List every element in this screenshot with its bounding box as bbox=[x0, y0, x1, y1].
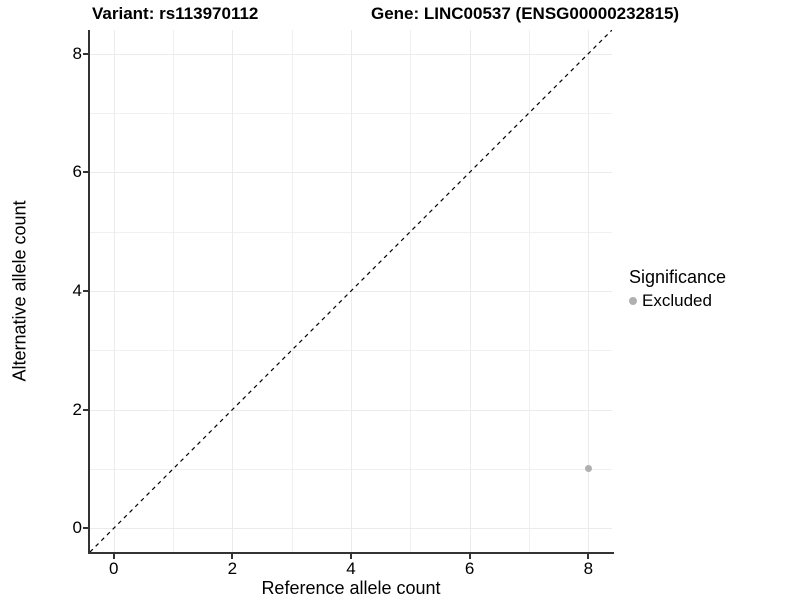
y-tick-mark bbox=[83, 52, 88, 55]
y-tick-mark bbox=[83, 527, 88, 530]
x-tick-label-2: 2 bbox=[227, 559, 238, 578]
y-tick-label-4: 4 bbox=[72, 281, 82, 300]
x-tick-mark bbox=[112, 554, 115, 559]
plot-title-gene: Gene: LINC00537 (ENSG00000232815) bbox=[371, 4, 680, 23]
legend-title: Significance bbox=[629, 267, 727, 287]
x-tick-mark bbox=[350, 554, 352, 559]
legend-item-label: Excluded bbox=[642, 291, 712, 310]
x-tick-mark bbox=[587, 554, 590, 559]
y-axis-title: Alternative allele count bbox=[9, 200, 30, 382]
y-tick-label-2: 2 bbox=[72, 399, 82, 419]
y-axis-line bbox=[88, 30, 90, 554]
identity-reference-line bbox=[90, 30, 612, 552]
y-tick-mark bbox=[83, 171, 88, 174]
x-tick-label-4: 4 bbox=[346, 559, 356, 578]
excluded-point-icon bbox=[629, 297, 637, 305]
data-point-excluded bbox=[584, 465, 592, 473]
x-axis-title: Reference allele count bbox=[261, 578, 441, 598]
plot-panel bbox=[90, 30, 612, 552]
x-tick-label-8: 8 bbox=[583, 559, 594, 578]
legend-item-excluded: Excluded bbox=[629, 291, 726, 311]
x-tick-mark bbox=[468, 554, 471, 559]
legend: Significance Excluded bbox=[629, 267, 726, 311]
x-tick-label-0: 0 bbox=[108, 559, 119, 578]
gridline bbox=[90, 172, 612, 174]
y-tick-mark bbox=[83, 408, 88, 411]
gridline bbox=[90, 53, 612, 55]
x-tick-label-6: 6 bbox=[464, 559, 475, 578]
x-tick-mark bbox=[231, 554, 234, 559]
y-tick-label-0: 0 bbox=[72, 518, 82, 538]
y-tick-label-8: 8 bbox=[72, 43, 82, 63]
y-tick-label-6: 6 bbox=[72, 162, 82, 182]
y-tick-mark bbox=[83, 290, 88, 292]
gridline bbox=[90, 409, 612, 411]
plot-title-variant: Variant: rs113970112 bbox=[92, 4, 259, 23]
gridline bbox=[90, 528, 612, 530]
x-axis-line bbox=[88, 552, 614, 554]
